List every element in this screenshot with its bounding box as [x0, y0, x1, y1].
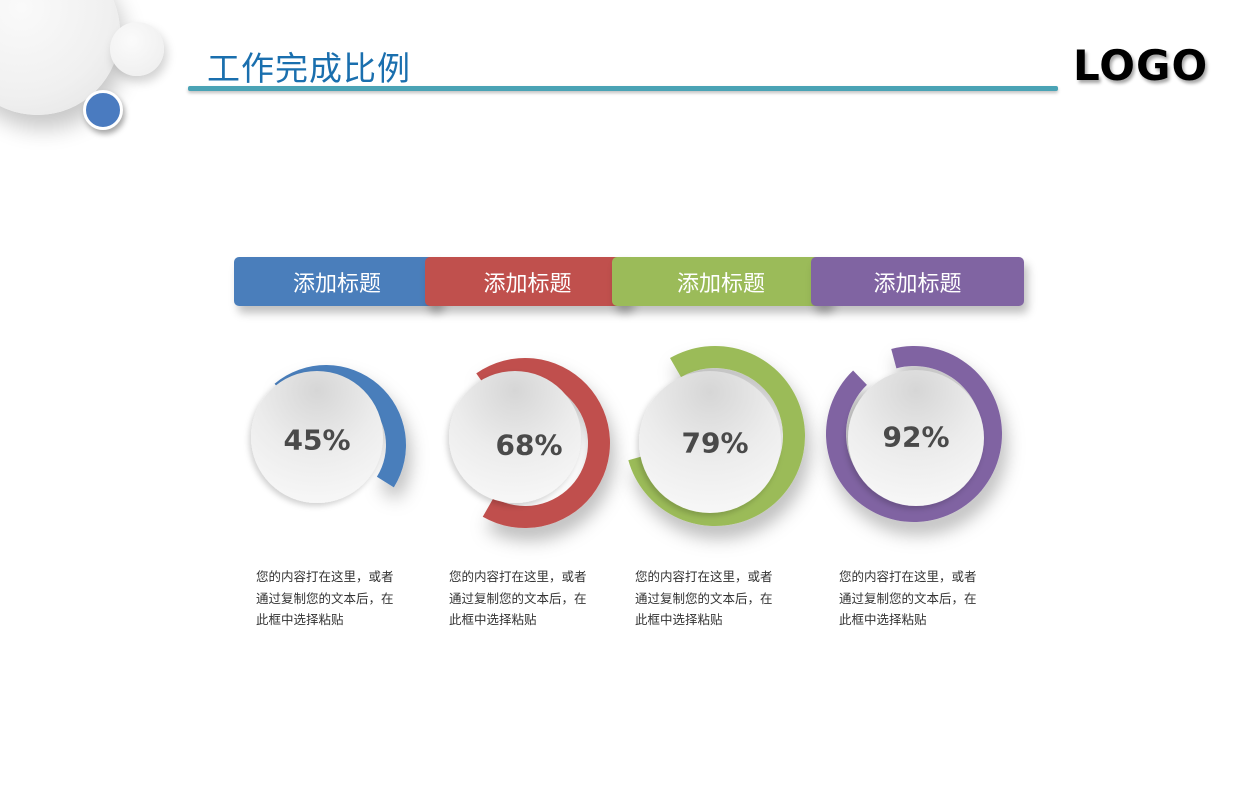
category-tab-2: 添加标题: [425, 257, 630, 306]
category-tab-1: 添加标题: [234, 257, 440, 306]
description-line: 通过复制您的文本后，在: [635, 590, 773, 606]
description-line: 通过复制您的文本后，在: [256, 590, 394, 606]
progress-disc: [639, 371, 781, 513]
description-4: 您的内容打在这里，或者 通过复制您的文本后，在 此框中选择粘贴: [839, 566, 999, 631]
description-line: 您的内容打在这里，或者: [449, 569, 587, 584]
progress-disc: [251, 371, 383, 503]
description-line: 通过复制您的文本后，在: [449, 590, 587, 606]
category-tab-3: 添加标题: [612, 257, 830, 306]
decorative-circle-blue: [83, 90, 123, 130]
page-title: 工作完成比例: [207, 49, 411, 88]
percent-label-3: 79%: [681, 426, 749, 460]
category-tab-label: 添加标题: [292, 271, 381, 297]
progress-ring-2: [449, 358, 610, 528]
progress-arc: [476, 358, 610, 528]
category-tab-label: 添加标题: [873, 271, 962, 297]
description-line: 此框中选择粘贴: [449, 612, 537, 627]
category-tab-label: 添加标题: [676, 271, 765, 297]
description-1: 您的内容打在这里，或者 通过复制您的文本后，在 此框中选择粘贴: [256, 566, 416, 631]
progress-arc: [274, 365, 407, 488]
description-line: 您的内容打在这里，或者: [635, 569, 773, 584]
category-tab-label: 添加标题: [483, 271, 572, 297]
percent-label-2: 68%: [495, 428, 563, 462]
description-line: 此框中选择粘贴: [256, 612, 344, 627]
description-line: 您的内容打在这里，或者: [839, 569, 977, 584]
decorative-circle-medium: [110, 22, 164, 76]
logo: LOGO: [1073, 41, 1209, 90]
description-line: 此框中选择粘贴: [635, 612, 723, 627]
progress-disc: [848, 370, 984, 506]
category-tab-4: 添加标题: [811, 257, 1024, 306]
description-line: 此框中选择粘贴: [839, 612, 927, 627]
progress-ring-3: [628, 346, 805, 526]
progress-ring-1: [251, 365, 407, 503]
percent-label-4: 92%: [882, 420, 950, 454]
percent-label-1: 45%: [283, 423, 351, 457]
description-2: 您的内容打在这里，或者 通过复制您的文本后，在 此框中选择粘贴: [449, 566, 609, 631]
description-3: 您的内容打在这里，或者 通过复制您的文本后，在 此框中选择粘贴: [635, 566, 795, 631]
description-line: 通过复制您的文本后，在: [839, 590, 977, 606]
title-underline: [188, 86, 1058, 91]
description-line: 您的内容打在这里，或者: [256, 569, 394, 584]
progress-ring-4: [826, 346, 1002, 523]
progress-disc: [449, 371, 581, 503]
